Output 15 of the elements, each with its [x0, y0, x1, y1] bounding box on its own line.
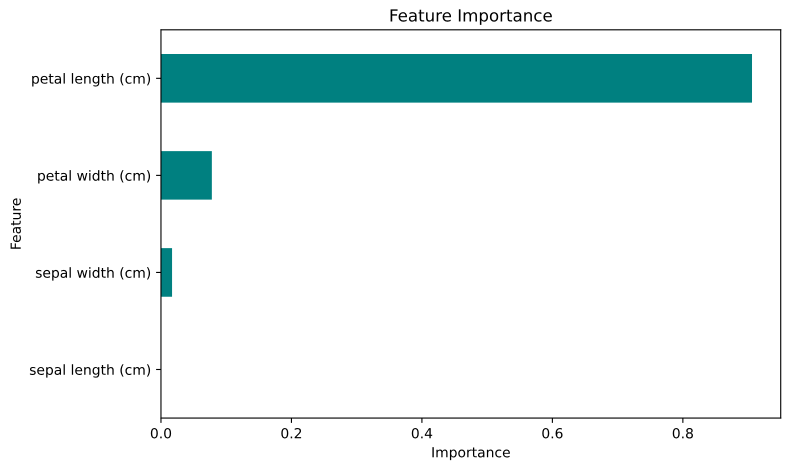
x-axis-title: Importance	[432, 447, 510, 460]
bar	[160, 54, 752, 103]
bar	[160, 151, 212, 200]
y-tick-label: petal length (cm)	[32, 73, 150, 86]
y-tick-label: sepal width (cm)	[36, 267, 150, 281]
y-axis-title: Feature	[10, 198, 21, 249]
y-tick-label: petal width (cm)	[38, 170, 150, 184]
y-tick-label: sepal length (cm)	[30, 364, 150, 378]
x-tick-label: 0.8	[672, 428, 693, 438]
chart-title: Feature Importance	[390, 9, 552, 25]
bar	[160, 248, 172, 297]
x-tick-label: 0.4	[412, 428, 432, 438]
x-tick-label: 0.0	[150, 428, 172, 438]
x-tick-label: 0.2	[281, 428, 302, 438]
x-tick-label: 0.6	[542, 428, 563, 438]
